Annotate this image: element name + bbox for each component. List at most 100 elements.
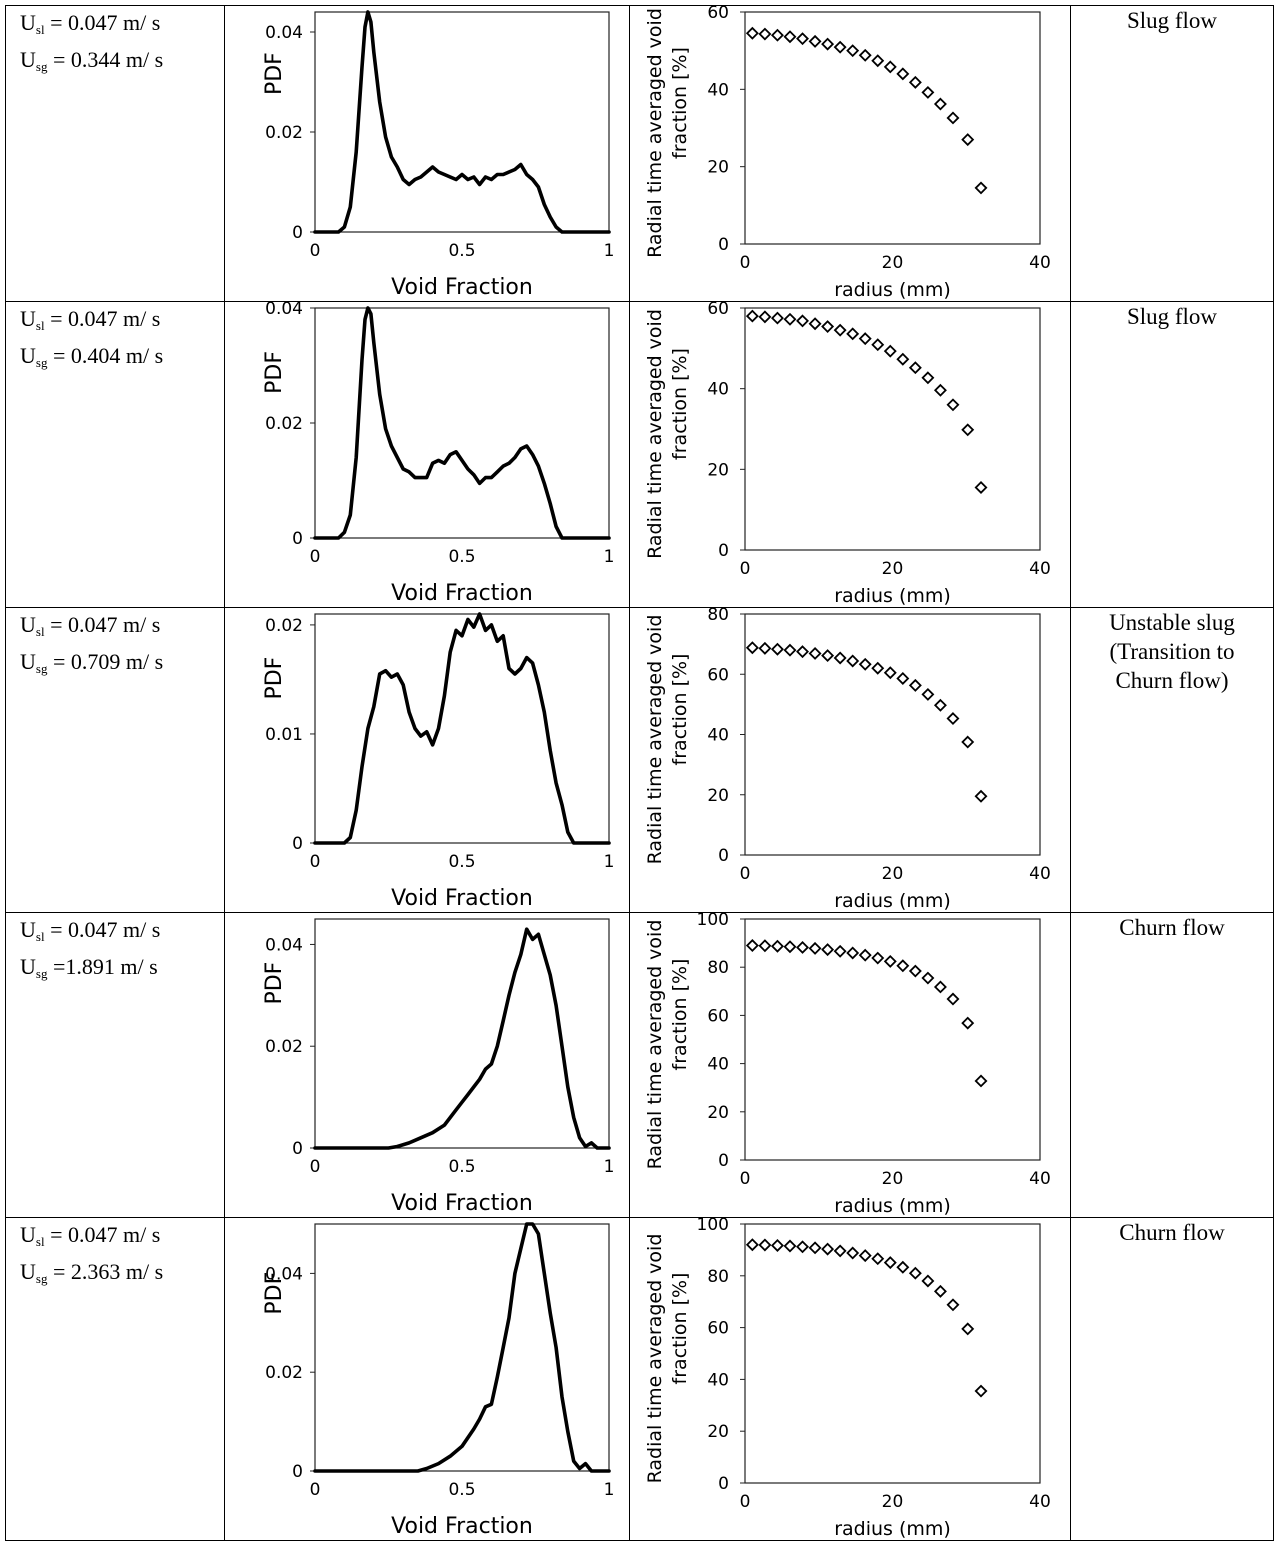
x-tick-label: 1 [604,852,615,872]
data-point [833,323,847,337]
data-point [758,939,772,953]
data-point [858,332,872,346]
superficial-velocities: Usl = 0.047 m/ s Usg = 0.404 m/ s [6,302,224,378]
y-tick-label: 0 [292,834,303,854]
x-tick-label: 1 [604,1157,615,1177]
radial-void-chart: 0 20 40 0 20 40 60 radius (mm) Radial time avera… [644,6,1051,300]
x-tick-label: 40 [1029,1492,1051,1512]
plot-frame [314,11,610,233]
table-row: Usl = 0.047 m/ s Usg = 0.404 m/ s 0 0.5 1 0 0.… [5,301,1274,608]
x-tick-label: 40 [1029,559,1051,579]
data-point [933,980,947,994]
liquid-velocity: Usl = 0.047 m/ s [20,10,161,37]
flow-regime-label: Churn flow [1119,1220,1225,1245]
data-point [933,97,947,111]
y-axis-label: PDF [262,351,287,394]
y-tick-label: 0 [718,1151,729,1171]
data-point [770,28,784,42]
data-point [783,312,797,326]
flow-regime-label: Churn flow) [1115,668,1229,693]
y-axis-label: Radial time averaged void [644,920,666,1170]
data-point [745,1238,759,1252]
data-point [758,641,772,655]
y-axis-label: PDF [262,52,287,95]
y-axis-label: PDF [262,962,287,1005]
data-point [908,678,922,692]
x-tick-label: 20 [882,253,904,273]
y-tick-label: 80 [707,958,729,978]
y-tick-label: 0.02 [265,1363,303,1383]
x-tick-label: 1 [604,547,615,567]
data-point [933,698,947,712]
x-axis-label: radius (mm) [834,890,951,911]
y-tick-label: 0.02 [265,414,303,434]
data-point [946,992,960,1006]
pdf-chart-cell: 0 0.5 1 0 0.02 0.04 Void Fraction PDF [224,912,630,1218]
data-point [974,789,988,803]
pdf-series-line [313,1222,611,1473]
x-tick-label: 0 [740,559,751,579]
data-point [770,939,784,953]
data-point [974,1384,988,1398]
x-tick-label: 0 [310,241,321,261]
x-axis-label: radius (mm) [834,1518,951,1539]
data-point [796,645,809,659]
condition-cell: Usl = 0.047 m/ s Usg =1.891 m/ s [5,912,225,1218]
data-point [783,940,797,954]
y-tick-label: 0 [718,235,729,255]
table-row: Usl = 0.047 m/ s Usg = 0.709 m/ s 0 0.5 1 0 0.… [5,607,1274,913]
data-point [821,320,835,334]
y-tick-label: 0 [292,223,303,243]
pdf-chart: 0 0.5 1 0 0.02 0.04 Void Fraction PDF [262,302,615,606]
y-tick-label: 20 [707,786,729,806]
gas-velocity: Usg = 0.709 m/ s [20,649,164,676]
superficial-velocities: Usl = 0.047 m/ s Usg = 0.709 m/ s [6,608,224,684]
data-point [921,1274,935,1288]
y-axis-label: Radial time averaged void [644,8,666,258]
x-axis-label: radius (mm) [834,1195,951,1216]
flow-regime-cell: Churn flow [1070,1217,1274,1541]
y-tick-label: 0.04 [265,935,303,955]
data-point [883,60,897,74]
y-tick-label: 80 [707,1267,729,1287]
y-axis-label: fraction [%] [669,959,691,1071]
radial-void-chart: 0 20 40 0 20 40 60 radius (mm) Radial time avera… [644,302,1051,606]
data-point [783,643,797,657]
y-axis-label: PDF [262,1272,287,1315]
data-point [833,1244,847,1258]
data-point [808,646,822,660]
data-point [883,344,897,358]
pdf-chart: 0 0.5 1 0 0.01 0.02 Void Fraction PDF [262,612,615,911]
data-point [871,951,885,965]
x-tick-label: 20 [882,1492,904,1512]
data-point [821,1242,835,1256]
data-point [745,939,759,952]
data-point [961,1016,975,1030]
y-tick-label: 60 [707,6,729,23]
data-point [871,338,885,352]
x-tick-label: 0 [740,864,751,884]
data-point [908,964,922,978]
data-point [896,671,910,685]
x-axis-label: Void Fraction [391,1514,533,1539]
y-tick-label: 60 [707,1319,729,1339]
x-axis-label: Void Fraction [391,1191,533,1216]
plot-frame [314,1223,610,1472]
data-point [846,44,860,58]
y-tick-label: 0.02 [265,616,303,636]
pdf-series-line [313,10,611,234]
y-tick-label: 0 [718,541,729,561]
data-point [974,481,988,494]
radial-chart-cell: 0 20 40 0 20 40 60 80 radius (mm) Radial time ave… [629,607,1071,913]
data-point [896,959,910,973]
y-tick-label: 40 [707,380,729,400]
y-tick-label: 40 [707,80,729,100]
x-tick-label: 20 [882,559,904,579]
data-point [883,666,897,680]
x-tick-label: 0.5 [448,241,475,261]
flow-regime-cell: Slug flow [1070,5,1274,302]
x-tick-label: 0.5 [448,547,475,567]
data-point [871,1252,885,1266]
superficial-velocities: Usl = 0.047 m/ s Usg = 2.363 m/ s [6,1218,224,1294]
y-tick-label: 0 [292,1462,303,1482]
